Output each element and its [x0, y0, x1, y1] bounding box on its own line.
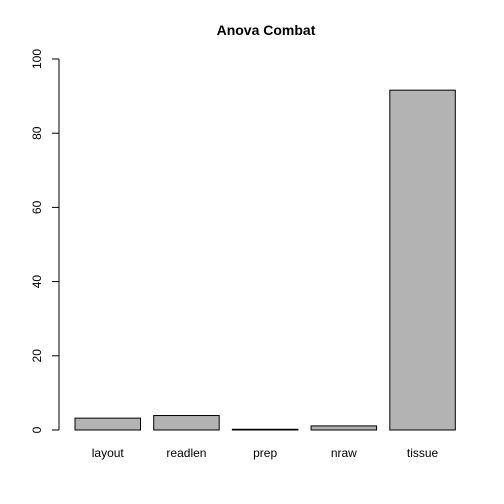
y-tick-label: 0	[30, 426, 44, 433]
y-tick-label: 40	[30, 275, 44, 289]
x-tick-label-nraw: nraw	[331, 446, 357, 460]
chart-title: Anova Combat	[217, 22, 316, 38]
bar-tissue	[389, 89, 456, 431]
x-tick-label-prep: prep	[253, 446, 277, 460]
bar-nraw	[310, 425, 378, 431]
x-tick-label-tissue: tissue	[407, 446, 439, 460]
y-tick-label: 100	[30, 49, 44, 69]
y-tick-label: 20	[30, 349, 44, 363]
bar-prep	[231, 428, 299, 431]
bars	[74, 89, 456, 431]
y-tick-label: 80	[30, 126, 44, 140]
x-tick-label-readlen: readlen	[166, 446, 206, 460]
y-tick-label: 60	[30, 200, 44, 214]
x-tick-label-layout: layout	[92, 446, 125, 460]
y-axis: 0 20 40 60 80 100	[30, 49, 60, 433]
x-axis-labels: layout readlen prep nraw tissue	[92, 446, 439, 460]
bar-readlen	[153, 415, 220, 431]
bar-layout	[74, 417, 141, 431]
